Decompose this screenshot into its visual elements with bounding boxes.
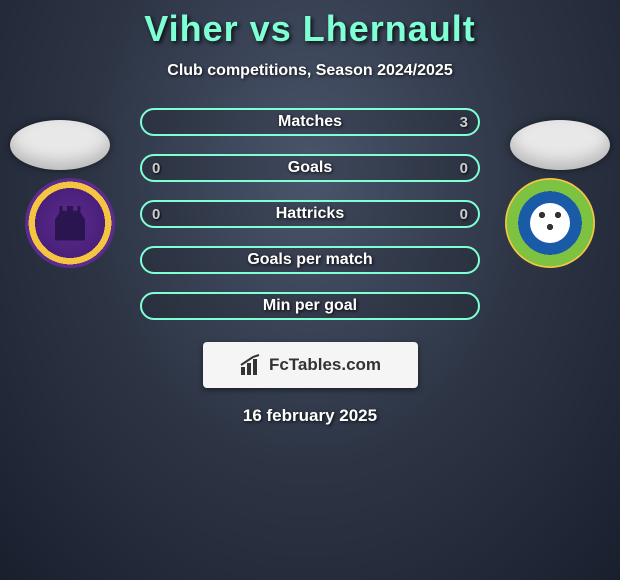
stat-goals: 0 Goals 0 [140, 154, 480, 182]
stat-matches: Matches 3 [140, 108, 480, 136]
ball-icon [530, 203, 570, 243]
stat-label: Min per goal [263, 297, 357, 315]
watermark[interactable]: FcTables.com [203, 342, 418, 388]
chart-icon [239, 353, 263, 377]
stat-goals-per-match: Goals per match [140, 246, 480, 274]
stat-value-right: 3 [460, 114, 468, 131]
player-avatar-left [10, 120, 110, 170]
stat-label: Matches [278, 113, 342, 131]
castle-icon [55, 206, 85, 241]
stat-label: Goals per match [247, 251, 372, 269]
stat-hattricks: 0 Hattricks 0 [140, 200, 480, 228]
stats-container: Matches 3 0 Goals 0 0 Hattricks 0 Goals … [140, 108, 480, 320]
watermark-label: FcTables.com [269, 355, 381, 375]
stat-value-right: 0 [460, 206, 468, 223]
stat-value-left: 0 [152, 160, 160, 177]
stat-label: Hattricks [276, 205, 344, 223]
subtitle: Club competitions, Season 2024/2025 [0, 62, 620, 80]
stat-value-right: 0 [460, 160, 468, 177]
club-badge-left [25, 178, 115, 268]
player-avatar-right [510, 120, 610, 170]
club-badge-right [505, 178, 595, 268]
stat-value-left: 0 [152, 206, 160, 223]
stat-min-per-goal: Min per goal [140, 292, 480, 320]
stat-label: Goals [288, 159, 332, 177]
date-label: 16 february 2025 [0, 406, 620, 426]
page-title: Viher vs Lhernault [0, 0, 620, 50]
